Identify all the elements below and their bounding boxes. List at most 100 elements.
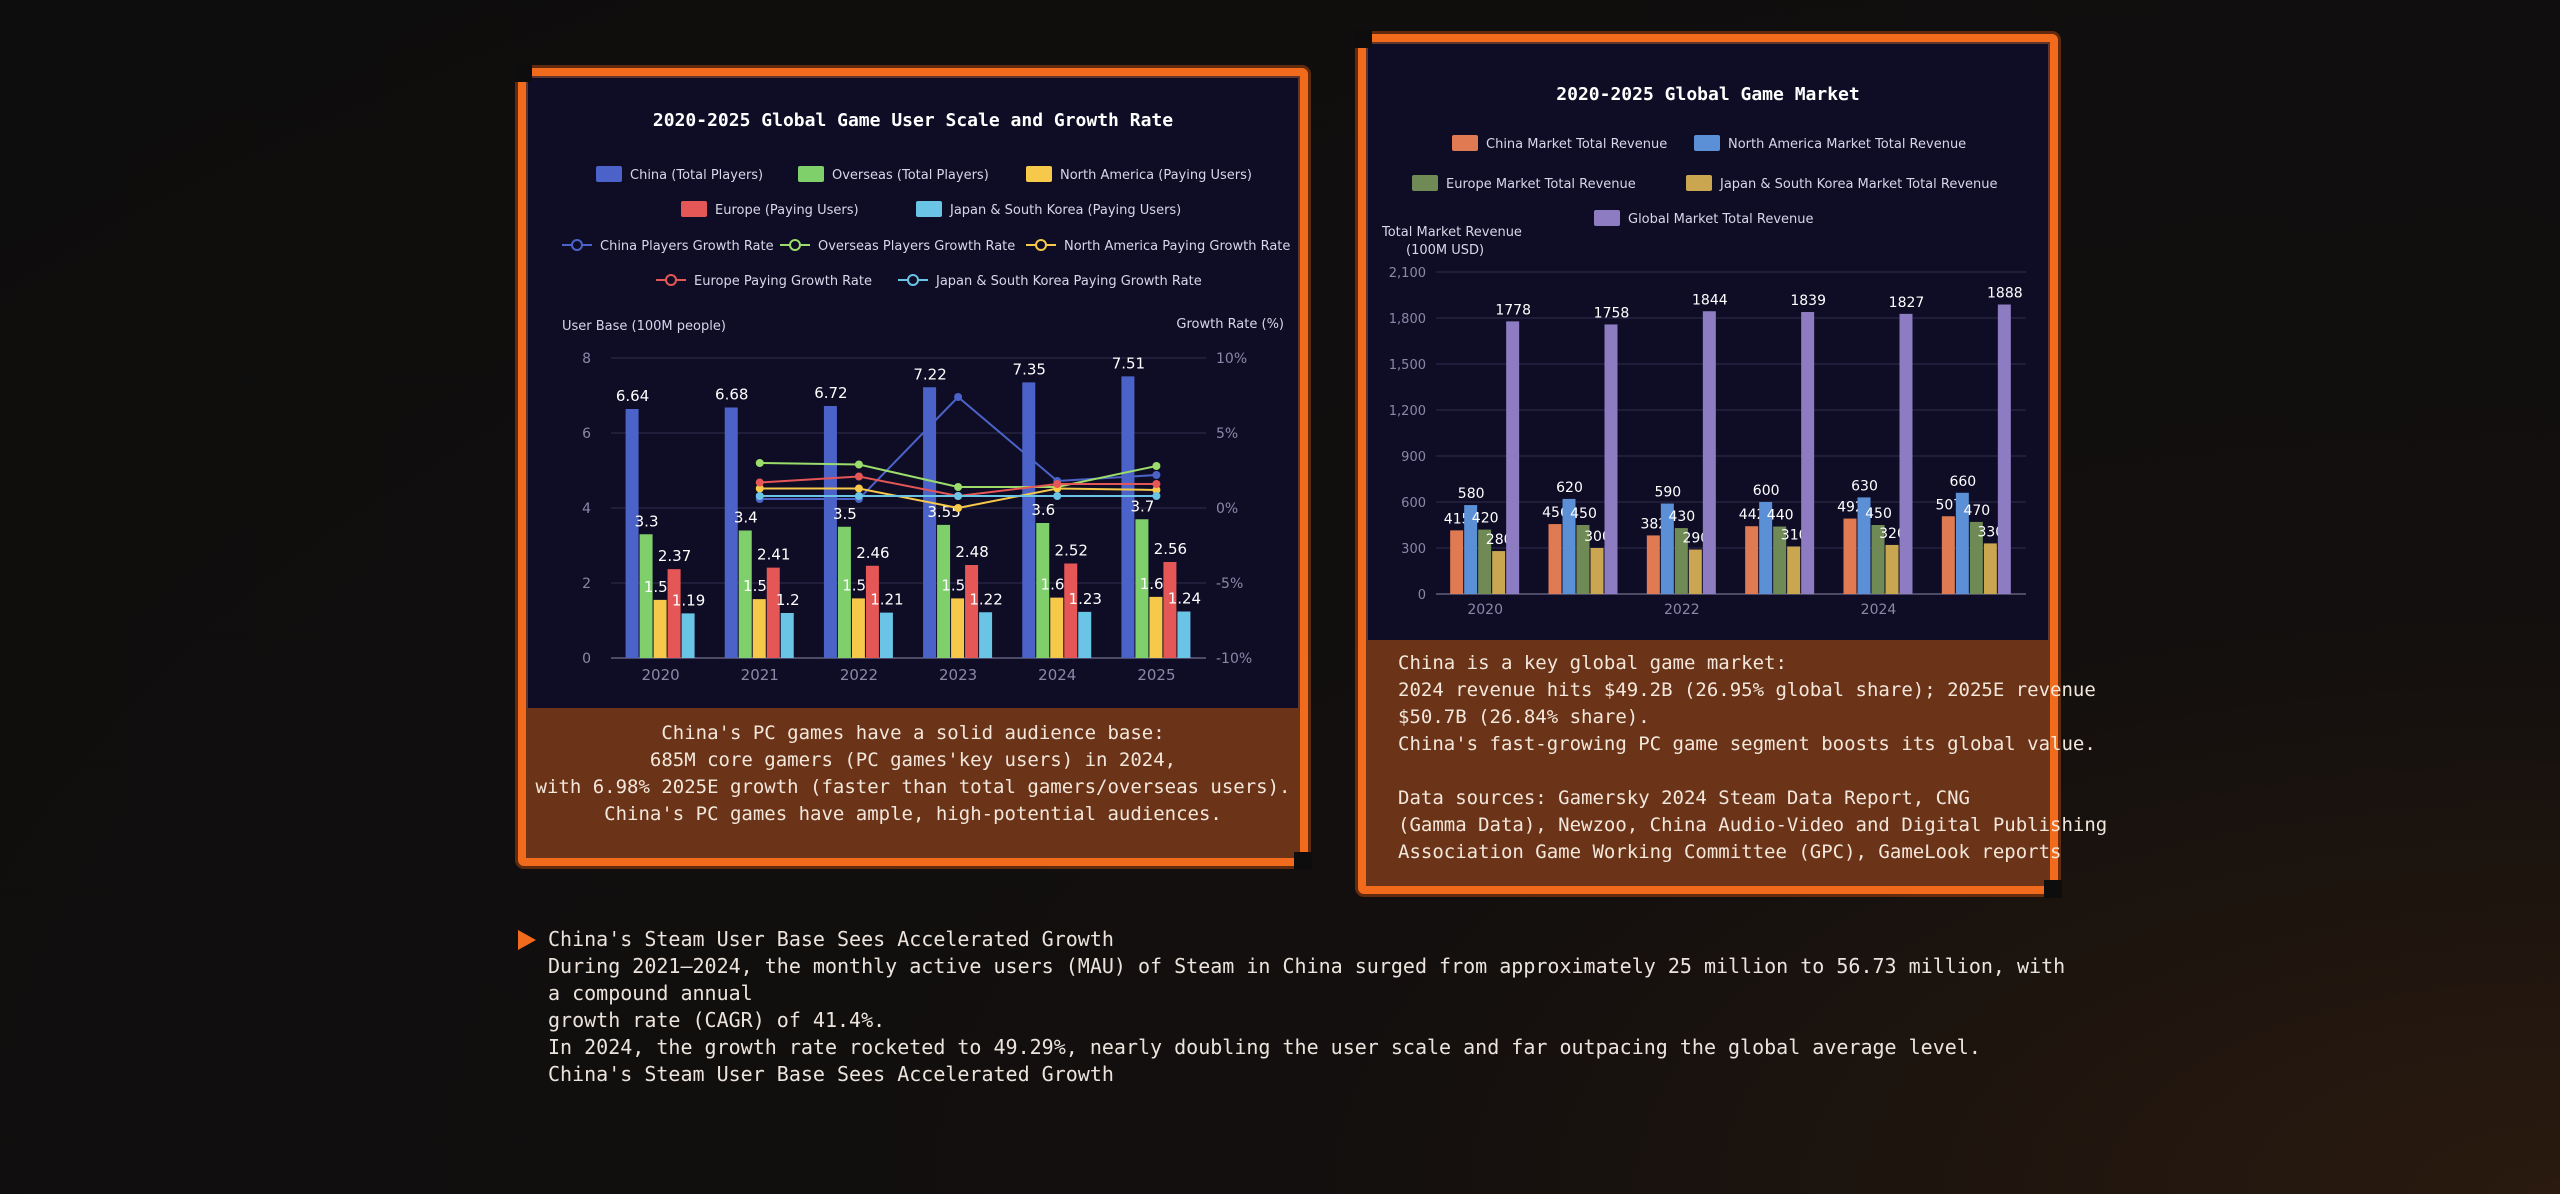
bar-value-label: 590	[1654, 485, 1681, 501]
growth-point	[1053, 492, 1062, 500]
section-paragraph: During 2021—2024, the monthly active use…	[548, 954, 2066, 1005]
bar	[1604, 324, 1618, 594]
summary-line: 685M core gamers (PC games'key users) in…	[649, 749, 1177, 771]
legend-label: Overseas (Total Players)	[832, 168, 989, 183]
bar-value-label: 442	[1739, 507, 1766, 523]
bar	[1548, 524, 1562, 594]
bar	[1745, 526, 1759, 594]
bar	[653, 599, 667, 658]
bar-value-label: 6.68	[715, 386, 748, 404]
legend-swatch	[1452, 135, 1478, 151]
bar-value-label: 3.7	[1130, 497, 1154, 515]
y-axis-label: User Base (100M people)	[562, 319, 726, 334]
legend-label: Japan & South Korea Paying Growth Rate	[935, 274, 1202, 289]
bar-value-label: 420	[1472, 511, 1499, 527]
market-revenue-chart: 2020-2025 Global Game Market China Market…	[1381, 84, 2026, 618]
legend-marker	[1035, 239, 1047, 251]
bar	[965, 565, 979, 658]
legend-label: North America Market Total Revenue	[1728, 137, 1966, 152]
y2-axis-label: Growth Rate (%)	[1176, 317, 1284, 332]
bar	[1674, 528, 1688, 594]
bar	[738, 530, 752, 658]
bar	[667, 569, 681, 658]
bar	[1149, 596, 1163, 658]
bar-value-label: 290	[1682, 531, 1709, 547]
bar-value-label: 1844	[1692, 292, 1728, 308]
bar-value-label: 450	[1865, 506, 1892, 522]
bar-value-label: 1.19	[672, 591, 705, 609]
growth-point	[755, 484, 764, 493]
user-scale-chart-panel: 2020-2025 Global Game User Scale and Gro…	[514, 64, 1312, 870]
bar	[1064, 563, 1078, 658]
bar-value-label: 620	[1556, 480, 1583, 496]
legend-label: China Market Total Revenue	[1486, 137, 1667, 152]
legend-swatch	[916, 201, 942, 217]
bar-value-label: 2.41	[757, 546, 790, 564]
summary-line: China's PC games have ample, high-potent…	[604, 803, 1222, 825]
legend-swatch	[798, 166, 824, 182]
legend-label: Europe Market Total Revenue	[1446, 177, 1636, 192]
bar	[1955, 492, 1969, 594]
chart-title: 2020-2025 Global Game User Scale and Gro…	[653, 110, 1173, 131]
bar-value-label: 6.72	[814, 384, 847, 402]
bar-value-label: 7.22	[913, 365, 946, 383]
bar-value-label: 600	[1753, 483, 1780, 499]
growth-point	[1152, 471, 1161, 479]
section-paragraph: growth rate (CAGR) of 41.4%.	[548, 1008, 886, 1032]
bar	[1078, 611, 1092, 658]
bar	[1801, 312, 1815, 594]
legend-label: China (Total Players)	[630, 168, 763, 183]
legend-swatch	[1412, 175, 1438, 191]
legend-marker	[907, 274, 919, 286]
chart-title: 2020-2025 Global Game Market	[1556, 84, 1859, 105]
bar	[1450, 530, 1464, 594]
bar	[1121, 376, 1135, 658]
bar-value-label: 2.48	[955, 543, 988, 561]
bar-value-label: 450	[1570, 506, 1597, 522]
legend-label: Overseas Players Growth Rate	[818, 239, 1015, 254]
y-tick-label: 1,800	[1389, 312, 1426, 327]
bar	[1899, 313, 1913, 594]
bar-value-label: 1758	[1594, 305, 1630, 321]
y-tick-label: 300	[1401, 542, 1426, 557]
bar	[1036, 523, 1050, 658]
bar	[1787, 546, 1801, 594]
bar-value-label: 1888	[1987, 286, 2023, 302]
summary-line: China is a key global game market:	[1398, 652, 1787, 674]
legend-swatch	[1026, 166, 1052, 182]
data-sources-line: (Gamma Data), Newzoo, China Audio-Video …	[1398, 814, 2108, 836]
bar	[724, 407, 738, 658]
legend-label: North America (Paying Users)	[1060, 168, 1252, 183]
legend-swatch	[1594, 210, 1620, 226]
bar-value-label: 6.64	[616, 387, 649, 405]
play-arrow-icon	[518, 930, 536, 950]
y2-tick-label: -10%	[1216, 651, 1252, 667]
y-axis-unit: (100M USD)	[1406, 243, 1484, 258]
market-summary: China is a key global game market: 2024 …	[1366, 640, 2108, 886]
bar-value-label: 3.4	[734, 509, 758, 527]
bar	[951, 598, 965, 658]
bar-value-label: 310	[1781, 527, 1808, 543]
bar-value-label: 456	[1542, 505, 1569, 521]
bar-value-label: 470	[1963, 503, 1990, 519]
legend-swatch	[1686, 175, 1712, 191]
bar	[1562, 498, 1576, 594]
bar	[1688, 549, 1702, 594]
growth-point	[954, 492, 963, 500]
x-tick-label: 2024	[1038, 666, 1076, 684]
y2-tick-label: 5%	[1216, 426, 1238, 442]
x-tick-label: 2023	[939, 666, 977, 684]
y-tick-label: 6	[582, 426, 591, 442]
bar	[1464, 505, 1478, 594]
summary-line: 2024 revenue hits $49.2B (26.95% global …	[1398, 679, 2096, 701]
section-heading: China's Steam User Base Sees Accelerated…	[548, 927, 1114, 951]
legend-marker	[789, 239, 801, 251]
y-axis-label: Total Market Revenue	[1381, 225, 1522, 240]
bar	[879, 612, 893, 658]
bar	[1941, 516, 1955, 594]
x-tick-label: 2020	[641, 666, 679, 684]
bar	[752, 599, 766, 658]
bar	[780, 613, 794, 658]
bar	[851, 598, 865, 658]
bar-value-label: 630	[1851, 478, 1878, 494]
